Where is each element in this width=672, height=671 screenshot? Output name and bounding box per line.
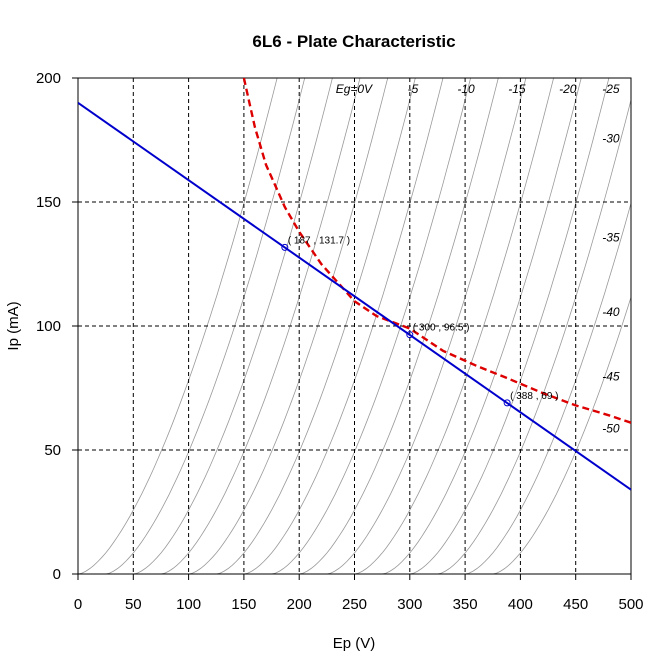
grid-voltage-label: -15 bbox=[508, 82, 526, 96]
grid-curve-15 bbox=[492, 295, 631, 574]
grid-curve-2 bbox=[133, 78, 333, 574]
chart-title: 6L6 - Plate Characteristic bbox=[252, 32, 455, 51]
x-tick-label: 500 bbox=[618, 596, 643, 613]
y-tick-label: 50 bbox=[44, 442, 61, 459]
grid-curve-4 bbox=[188, 78, 389, 574]
grid-voltage-label: -5 bbox=[408, 82, 419, 96]
power-curve-group bbox=[242, 78, 631, 424]
grid-curves bbox=[78, 78, 631, 574]
x-tick-label: 200 bbox=[287, 596, 312, 613]
operating-point bbox=[281, 243, 289, 251]
y-tick-label: 200 bbox=[36, 70, 61, 87]
x-tick-label: 0 bbox=[74, 596, 82, 613]
y-tick-label: 150 bbox=[36, 194, 61, 211]
x-tick-label: 450 bbox=[563, 596, 588, 613]
x-axis-label: Ep (V) bbox=[333, 635, 376, 652]
operating-points: ( 187 , 131.7 ) ( 300 , 96.5 ) ( 388 , 69 … bbox=[281, 235, 558, 407]
grid-voltage-label: -30 bbox=[602, 131, 620, 145]
grid-voltage-label: -45 bbox=[602, 370, 620, 384]
operating-point bbox=[406, 331, 414, 339]
grid-curve-6 bbox=[243, 78, 444, 574]
grid-voltage-label: -40 bbox=[602, 305, 620, 319]
gridlines bbox=[78, 78, 632, 574]
grid-voltage-label: -35 bbox=[602, 231, 620, 245]
grid-voltage-label: -50 bbox=[602, 422, 620, 436]
load-line bbox=[78, 101, 631, 491]
grid-curve-0 bbox=[78, 78, 278, 574]
y-tick-label: 100 bbox=[36, 318, 61, 335]
x-tick-label: 50 bbox=[125, 596, 142, 613]
grid-voltage-label: -10 bbox=[457, 82, 475, 96]
x-tick-label: 250 bbox=[342, 596, 367, 613]
grid-curve-5 bbox=[216, 78, 416, 574]
operating-point bbox=[503, 399, 511, 407]
y-axis-ticks: 0 50 100 150 200 bbox=[36, 70, 78, 583]
load-line-group bbox=[78, 101, 631, 491]
grid-curve-7 bbox=[271, 78, 471, 574]
grid-voltage-label: -20 bbox=[559, 82, 577, 96]
operating-point-label: ( 388 , 69 ) bbox=[510, 391, 558, 402]
grid-curve-12 bbox=[409, 78, 610, 574]
x-tick-label: 300 bbox=[397, 596, 422, 613]
grid-curve-10 bbox=[354, 78, 554, 574]
y-tick-label: 0 bbox=[53, 566, 61, 583]
grid-curve-3 bbox=[160, 78, 361, 574]
operating-point-label: ( 300 , 96.5 ) bbox=[413, 323, 470, 334]
grid-curve-1 bbox=[105, 78, 306, 574]
power-curve bbox=[242, 78, 631, 424]
y-axis-label: Ip (mA) bbox=[5, 301, 22, 350]
x-axis-ticks: 0 50 100 150 200 250 300 350 400 450 500 bbox=[74, 574, 644, 613]
x-tick-label: 100 bbox=[176, 596, 201, 613]
x-tick-label: 350 bbox=[453, 596, 478, 613]
x-tick-label: 400 bbox=[508, 596, 533, 613]
grid-curve-9 bbox=[326, 78, 527, 574]
grid-voltage-label: -25 bbox=[602, 82, 620, 96]
grid-curve-11 bbox=[382, 78, 582, 574]
grid-curve-8 bbox=[299, 78, 499, 574]
operating-point-label: ( 187 , 131.7 ) bbox=[288, 235, 350, 246]
grid-curve-13 bbox=[437, 98, 631, 574]
grid-voltage-label: Eg=0V bbox=[336, 82, 373, 96]
x-tick-label: 150 bbox=[231, 596, 256, 613]
curve-labels: Eg=0V -5 -10 -15 -20 -25 -30 -35 -40 -45 -50 bbox=[336, 82, 620, 436]
